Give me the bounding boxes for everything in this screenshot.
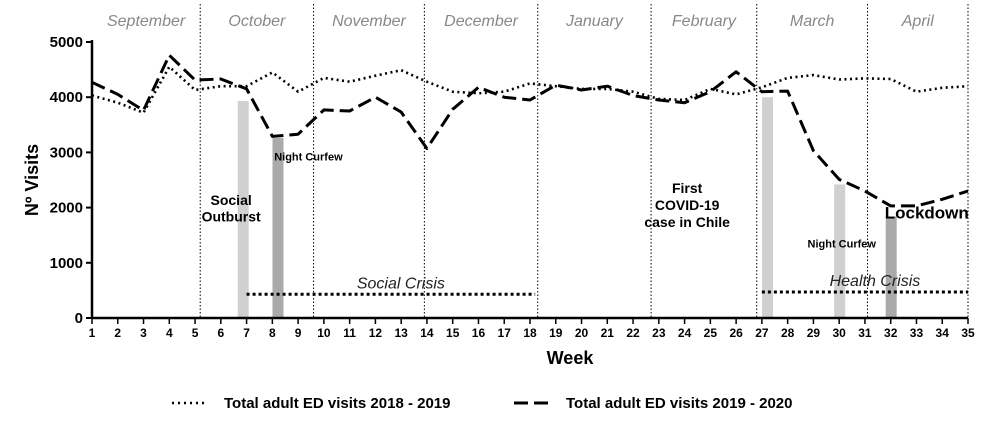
x-tick-label: 13 [394,326,408,340]
y-tick-label: 4000 [50,89,83,106]
annotation-line: Night Curfew [808,238,877,250]
annotation-line: Outburst [202,209,261,225]
x-tick-label: 10 [317,326,331,340]
event-bar-1 [272,138,284,318]
event-bar-0 [237,101,249,319]
x-tick-label: 8 [269,326,276,340]
annotation-0: Social Outburst [202,192,261,225]
x-tick-label: 32 [884,326,898,340]
month-label-5: February [672,13,737,30]
event-bar-4 [885,216,897,318]
y-tick-label: 2000 [50,200,83,217]
x-tick-label: 24 [678,326,692,340]
x-tick-label: 1 [89,326,96,340]
annotation-line: Night Curfew [274,152,343,164]
month-label-1: October [228,13,286,30]
event-bar-3 [834,184,846,318]
month-label-3: December [444,13,518,30]
annotation-line: case in Chile [644,214,730,230]
x-tick-label: 22 [626,326,640,340]
month-label-2: November [332,13,406,30]
x-tick-label: 33 [910,326,924,340]
x-tick-label: 3 [140,326,147,340]
annotation-line: COVID-19 [655,197,720,213]
x-tick-label: 26 [729,326,743,340]
x-tick-label: 12 [369,326,383,340]
period-label-1: Health Crisis [830,273,921,290]
x-tick-label: 30 [832,326,846,340]
annotation-line: Social [211,192,252,208]
series-line-1 [91,53,969,208]
annotation-line: Lockdown [885,204,969,223]
x-tick-label: 27 [755,326,769,340]
annotation-1: Night Curfew [274,152,343,164]
x-tick-label: 23 [652,326,666,340]
series-line-0 [91,65,969,114]
x-tick-label: 6 [217,326,224,340]
x-tick-label: 34 [936,326,950,340]
x-axis-title: Week [547,348,595,368]
x-tick-label: 19 [549,326,563,340]
period-label-0: Social Crisis [357,275,445,292]
x-tick-label: 16 [472,326,486,340]
x-tick-label: 20 [575,326,589,340]
y-axis-title: Nº Visits [22,144,42,216]
x-tick-label: 21 [601,326,615,340]
x-tick-label: 11 [343,326,356,340]
annotation-2: First COVID-19 case in Chile [644,180,730,230]
y-tick-label: 5000 [50,34,83,51]
x-tick-label: 29 [807,326,821,340]
x-tick-label: 35 [961,326,975,340]
month-label-4: January [565,13,624,30]
annotation-3: Night Curfew [808,238,877,250]
legend-label-1: Total adult ED visits 2019 - 2020 [566,395,792,412]
x-tick-label: 5 [192,326,199,340]
x-tick-label: 14 [420,326,434,340]
x-tick-label: 4 [166,326,173,340]
annotation-line: First [672,180,703,196]
y-tick-label: 0 [75,310,83,327]
x-tick-label: 7 [243,326,250,340]
month-label-6: March [790,13,835,30]
x-tick-label: 18 [523,326,537,340]
month-label-7: April [901,13,934,30]
month-label-0: September [107,13,186,30]
x-tick-label: 28 [781,326,795,340]
x-tick-label: 25 [704,326,718,340]
y-tick-label: 3000 [50,144,83,161]
event-bar-2 [762,97,774,318]
y-tick-label: 1000 [50,255,83,272]
x-tick-label: 17 [498,326,512,340]
x-tick-label: 15 [446,326,460,340]
x-tick-label: 2 [114,326,121,340]
annotation-4: Lockdown [885,204,969,223]
legend-label-0: Total adult ED visits 2018 - 2019 [224,395,450,412]
x-tick-label: 31 [858,326,872,340]
x-tick-label: 9 [295,326,302,340]
